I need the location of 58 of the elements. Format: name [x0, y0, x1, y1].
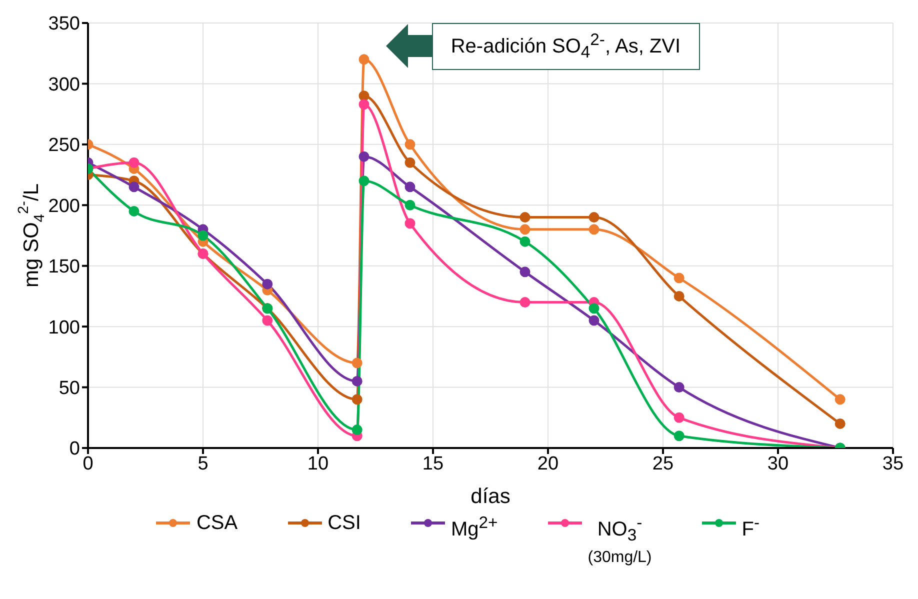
- y-tick-label: 200: [48, 196, 80, 217]
- x-tick-label: 35: [882, 453, 904, 474]
- point: [520, 266, 530, 278]
- point: [358, 151, 370, 162]
- point: [520, 297, 530, 308]
- point: [404, 218, 416, 229]
- point: [674, 412, 684, 423]
- x-tick-label: 5: [198, 453, 208, 474]
- point: [352, 376, 362, 386]
- y-tick-label: 150: [48, 256, 80, 278]
- point: [834, 418, 846, 429]
- x-tick-label: 30: [767, 453, 789, 474]
- y-tick-label: 300: [48, 74, 80, 96]
- legend-label: CSA: [196, 512, 238, 534]
- point: [588, 303, 600, 314]
- point: [128, 157, 140, 168]
- point: [404, 200, 416, 210]
- point: [588, 315, 600, 326]
- x-tick-label: 25: [652, 453, 674, 474]
- y-tick-label: 100: [48, 317, 80, 338]
- point: [358, 54, 370, 65]
- legend-label: Mg$^{2+}$: [450, 512, 498, 541]
- point: [358, 90, 370, 102]
- point: [520, 224, 530, 235]
- legend-label: CSI: [328, 512, 361, 534]
- point: [358, 176, 370, 186]
- point: [404, 139, 416, 150]
- point: [128, 182, 140, 192]
- point: [674, 430, 684, 442]
- point: [352, 358, 362, 368]
- x-tick-label: 15: [422, 453, 444, 474]
- point: [352, 424, 362, 436]
- point: [834, 394, 846, 405]
- point: [588, 212, 600, 223]
- point: [674, 382, 684, 393]
- x-tick-label: 0: [82, 453, 94, 474]
- y-tick-label: 0: [69, 438, 80, 460]
- y-tick-label: 50: [58, 378, 80, 400]
- point: [262, 315, 273, 326]
- point: [404, 182, 416, 192]
- legend-label: F$^{-}$: [742, 512, 760, 541]
- point: [520, 212, 530, 223]
- x-axis-title: días: [470, 485, 510, 508]
- point: [404, 157, 416, 168]
- point: [128, 206, 140, 216]
- point: [588, 224, 600, 235]
- annotation: Re-adición SO$_{4}$$^{2-}$, As, ZVI: [432, 23, 700, 70]
- point: [520, 236, 530, 247]
- y-tick-label: 350: [48, 14, 80, 35]
- point: [262, 278, 273, 290]
- point: [352, 394, 362, 405]
- point: [674, 272, 684, 284]
- point: [358, 99, 370, 110]
- x-tick-label: 20: [537, 453, 559, 474]
- y-tick-label: 250: [48, 135, 80, 156]
- point: [674, 290, 684, 302]
- point: [198, 230, 208, 241]
- x-tick-label: 10: [307, 453, 329, 474]
